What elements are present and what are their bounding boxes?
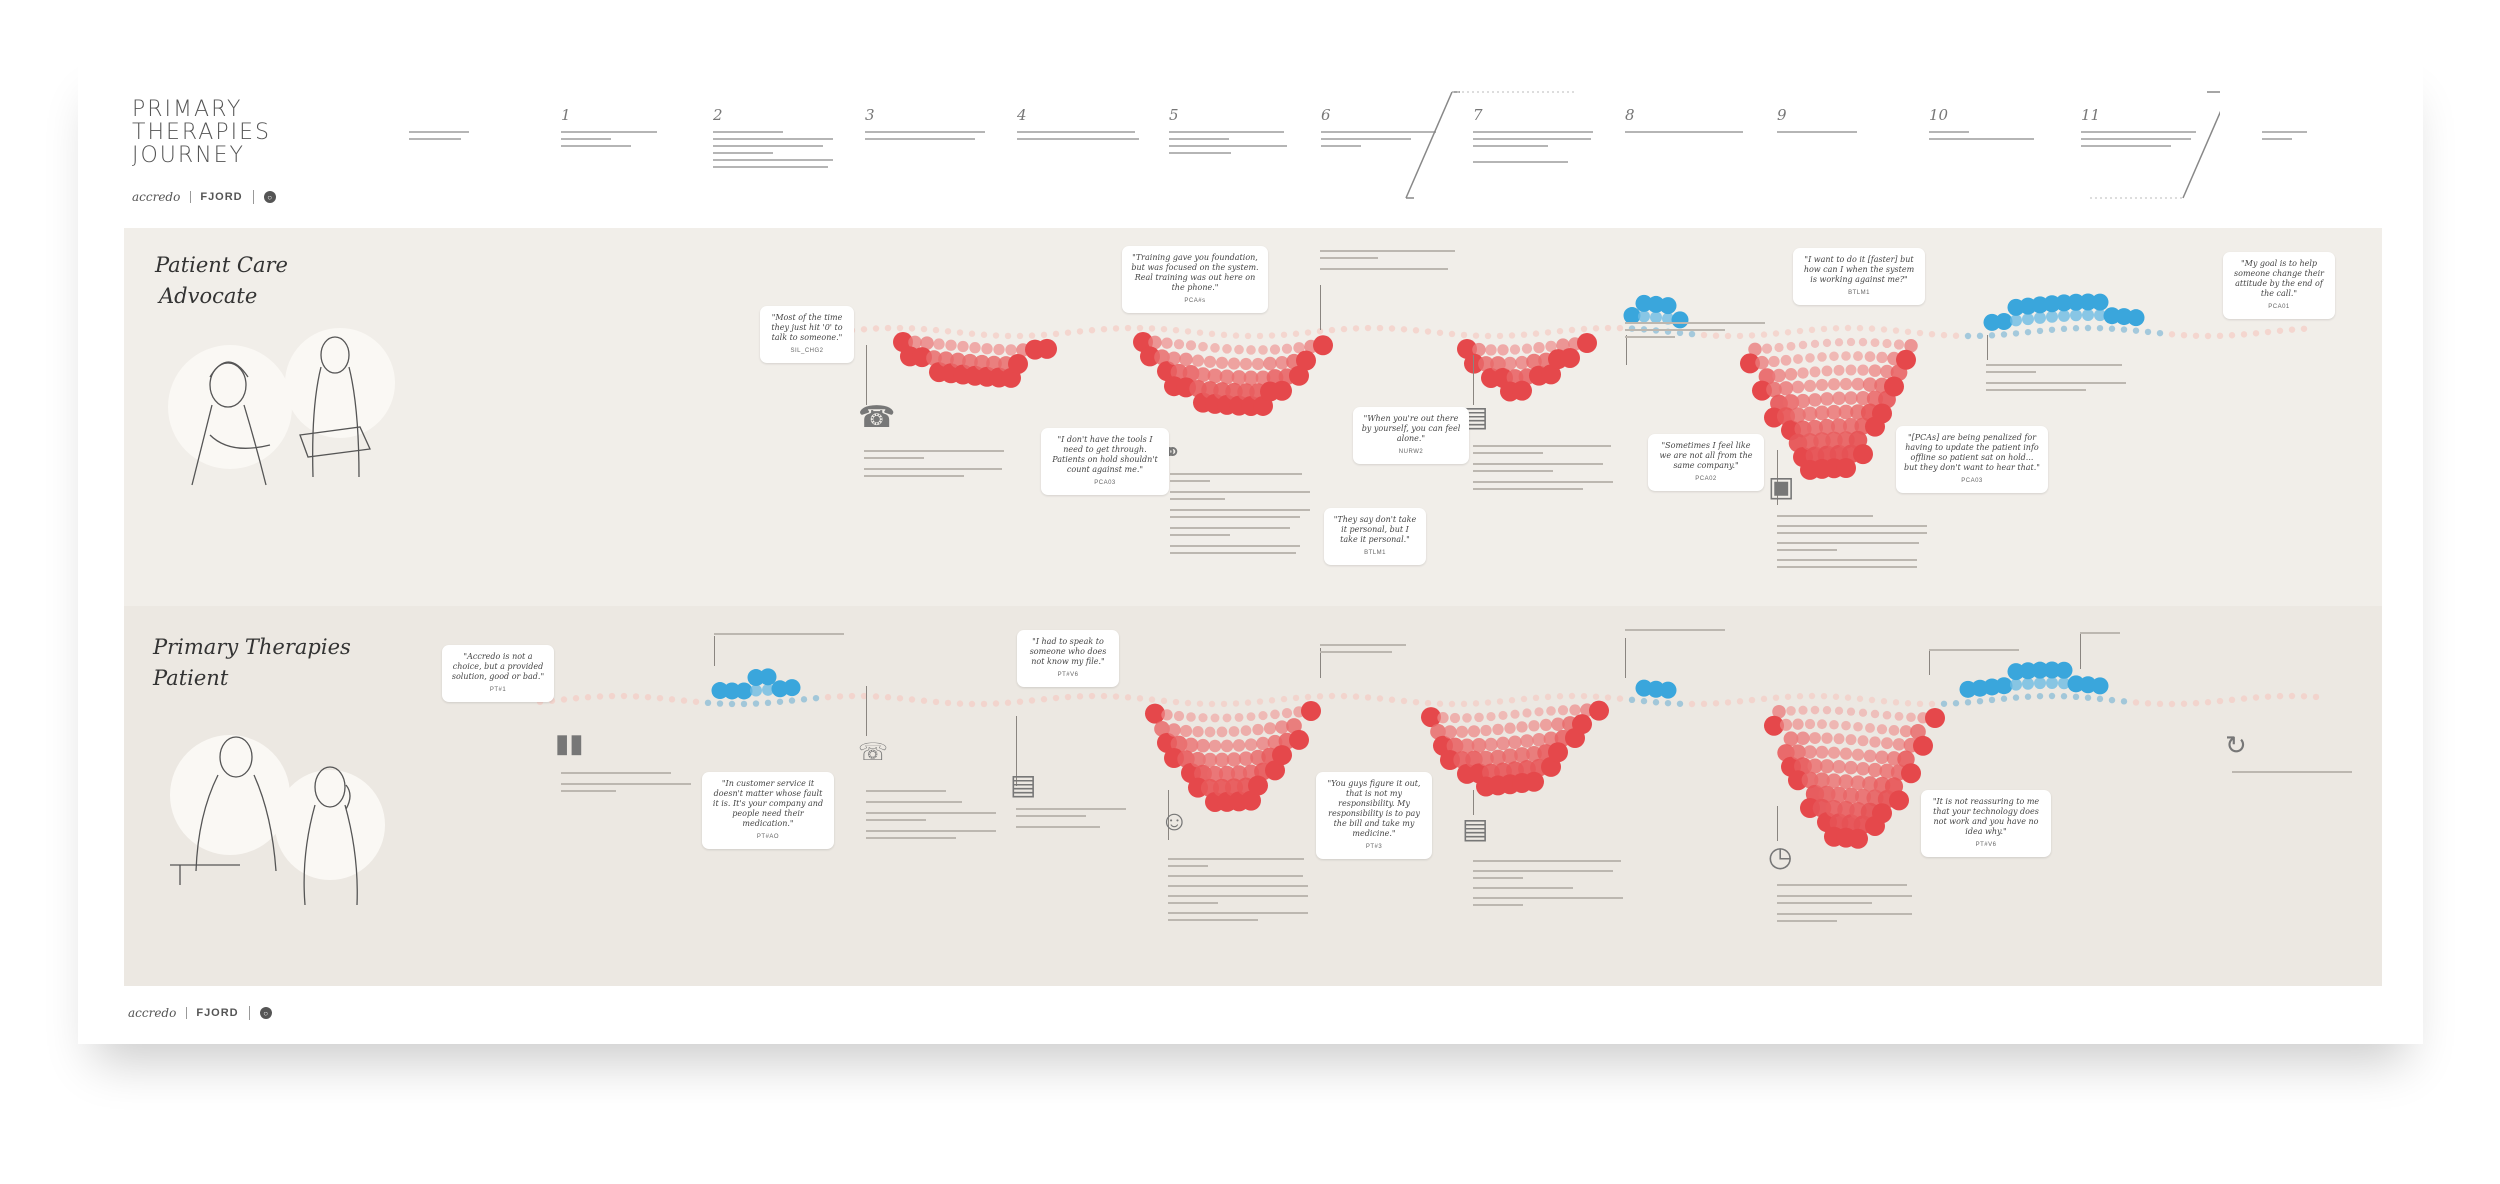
note-block: [1473, 860, 1623, 911]
note-block: [714, 633, 864, 640]
lane-title-pca: Patient Care Advocate: [155, 253, 288, 308]
step-0: [409, 106, 534, 140]
company-logo-icon: ○: [263, 191, 276, 203]
note-block: [866, 790, 1016, 844]
step-5: 5: [1169, 106, 1294, 154]
fjord-logo: FJORD: [190, 191, 242, 203]
quote-bubble: "I want to do it [faster] but how can I …: [1793, 248, 1925, 305]
quote-bubble: "In customer service it doesn't matter w…: [702, 772, 834, 849]
step-3: 3: [865, 106, 990, 140]
note-block: [864, 450, 1014, 482]
step-4: 4: [1017, 106, 1142, 140]
note-block: [1929, 649, 2079, 656]
quote-bubble: "Training gave you foundation, but was f…: [1122, 246, 1268, 313]
clock-icon: ◷: [1768, 841, 1793, 872]
pill-bottles-icon: ▮▮: [555, 728, 584, 758]
note-block: [1170, 473, 1320, 559]
step-12: [2262, 106, 2387, 140]
refill-cycle-icon: ↻: [2225, 730, 2247, 760]
step-2: 2: [713, 106, 838, 168]
phone-icon: ☏: [858, 739, 889, 766]
quote-bubble: "When you're out there by yourself, you …: [1353, 407, 1469, 464]
footer-logos: accredo FJORD ○: [128, 1006, 272, 1020]
note-block: [1320, 250, 1470, 275]
telephone-icon: ☎: [858, 401, 896, 434]
computer-monitor-icon: ▣: [1768, 471, 1795, 502]
quote-bubble: "Most of the time they just hit '0' to t…: [760, 306, 854, 363]
quote-bubble: "My goal is to help someone change their…: [2223, 252, 2335, 319]
note-block: [2232, 771, 2382, 778]
note-block: [561, 772, 711, 797]
quote-bubble: "Sometimes I feel like we are not all fr…: [1648, 434, 1764, 491]
note-block: [1168, 858, 1318, 926]
header-logos: accredo FJORD ○: [132, 190, 276, 204]
note-block: [1473, 445, 1623, 495]
quote-bubble: "They say don't take it personal, but I …: [1324, 508, 1426, 565]
quote-bubble: "It is not reassuring to me that your te…: [1921, 790, 2051, 857]
invoice-icon: ▤: [1462, 813, 1489, 844]
pca-persona-illustration: [168, 328, 395, 486]
step-11: 11: [2081, 106, 2206, 147]
quote-bubble: "You guys figure it out, that is not my …: [1316, 772, 1432, 859]
fjord-logo-footer: FJORD: [186, 1007, 238, 1019]
quote-bubble: "I don't have the tools I need to get th…: [1041, 428, 1169, 495]
step-7: 7: [1473, 106, 1598, 163]
step-8: 8: [1625, 106, 1750, 133]
billing-process-brackets: [1405, 91, 2220, 199]
page-title: PRIMARY THERAPIES JOURNEY: [132, 97, 271, 168]
note-block: [1777, 884, 1927, 927]
call-center-agent-icon: ☺: [1160, 805, 1189, 836]
note-block: [1320, 644, 1470, 658]
quote-bubble: "[PCAs] are being penalized for having t…: [1896, 426, 2048, 493]
company-logo-footer-icon: ○: [259, 1007, 272, 1019]
quote-bubble: "I had to speak to someone who does not …: [1017, 630, 1119, 687]
step-10: 10: [1929, 106, 2054, 140]
step-6: 6: [1321, 106, 1446, 147]
note-block: [1625, 629, 1775, 636]
note-block: [1016, 808, 1166, 833]
accredo-logo: accredo: [132, 190, 181, 204]
accredo-logo-footer: accredo: [128, 1006, 177, 1020]
step-9: 9: [1777, 106, 1902, 133]
lane-title-patient: Primary Therapies Patient: [153, 635, 351, 690]
step-1: 1: [561, 106, 686, 147]
note-block: [1986, 364, 2136, 396]
patient-persona-illustration: [170, 735, 385, 906]
note-block: [1625, 322, 1775, 343]
note-block: [1777, 515, 1927, 573]
laptop-icon: ▤: [1010, 769, 1037, 800]
note-block: [2080, 632, 2230, 639]
quote-bubble: "Accredo is not a choice, but a provided…: [442, 645, 554, 702]
